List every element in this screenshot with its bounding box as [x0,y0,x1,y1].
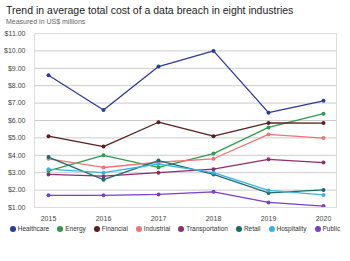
html-text:Retail: Retail [243,225,261,232]
html-text:Healthcare: Healthcare [17,225,50,232]
svg-text:$6.00: $6.00 [8,117,26,124]
html-text:Measured in US$ millions: Measured in US$ millions [6,18,86,25]
svg-text:$10.00: $10.00 [4,47,26,54]
html-text:Financial: Financial [101,225,128,232]
svg-text:$2.00: $2.00 [8,186,26,193]
svg-text:$8.00: $8.00 [8,82,26,89]
svg-text:$7.00: $7.00 [8,99,26,106]
svg-text:2015: 2015 [41,215,57,222]
svg-text:2020: 2020 [316,215,332,222]
svg-text:2016: 2016 [96,215,112,222]
svg-text:$11.00: $11.00 [5,30,26,37]
svg-text:2019: 2019 [261,215,277,222]
svg-text:2018: 2018 [206,215,222,222]
svg-text:$4.00: $4.00 [8,152,26,159]
html-text:Hospitality: Hospitality [276,225,307,232]
svg-text:$9.00: $9.00 [8,65,26,72]
svg-text:$3.00: $3.00 [8,169,26,176]
html-text:Public: Public [322,225,341,232]
svg-text:$1.00: $1.00 [8,204,26,211]
html-text:Trend in average total cost of: Trend in average total cost of a data br… [6,4,294,16]
svg-text:$5.00: $5.00 [8,134,26,141]
html-text:Transportation: Transportation [186,225,228,232]
html-text:Industrial: Industrial [143,225,171,232]
svg-text:2017: 2017 [151,215,167,222]
html-text:Energy: Energy [65,225,86,232]
